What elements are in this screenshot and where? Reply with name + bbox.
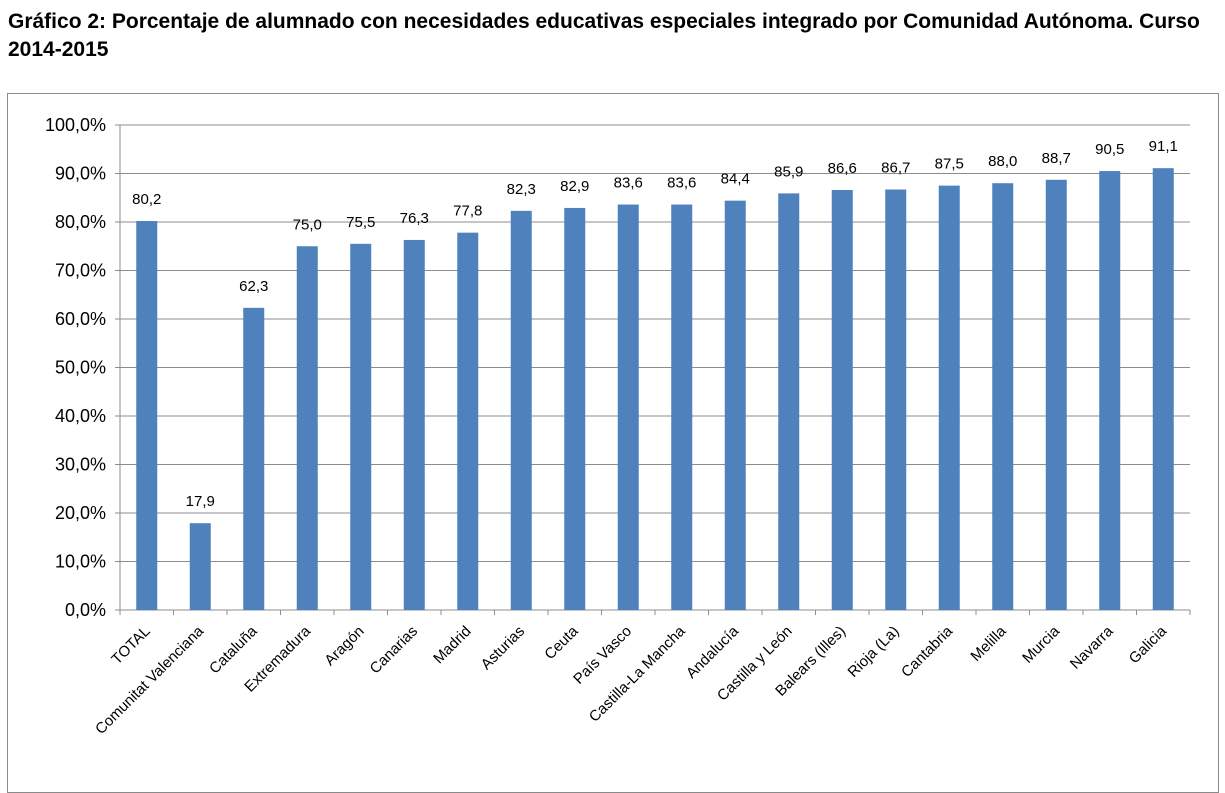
bar xyxy=(938,185,960,610)
x-category-label: Cataluña xyxy=(206,622,261,677)
bar xyxy=(1099,171,1121,610)
y-tick-label: 20,0% xyxy=(55,503,106,523)
x-category-label: Murcia xyxy=(1019,622,1063,666)
bar xyxy=(564,207,586,610)
x-category-label: Rioja (La) xyxy=(845,623,903,681)
bar xyxy=(885,189,907,610)
x-category-label: Cantabria xyxy=(898,622,956,680)
data-label: 17,9 xyxy=(186,493,215,510)
x-category-label: Canarias xyxy=(367,623,421,677)
x-category-label: Castilla-La Mancha xyxy=(586,622,689,725)
y-tick-label: 90,0% xyxy=(55,164,106,184)
y-tick-label: 0,0% xyxy=(65,600,106,620)
data-label: 83,6 xyxy=(614,175,643,192)
y-tick-label: 100,0% xyxy=(45,115,106,135)
chart-frame xyxy=(7,93,1219,793)
x-category-label: Melilla xyxy=(967,622,1010,665)
data-label: 91,1 xyxy=(1149,138,1178,155)
bar xyxy=(350,243,372,610)
data-label: 76,3 xyxy=(400,210,429,227)
data-label: 86,7 xyxy=(881,160,910,177)
y-tick-label: 40,0% xyxy=(55,406,106,426)
y-tick-label: 30,0% xyxy=(55,455,106,475)
x-category-label: Navarra xyxy=(1067,622,1117,672)
data-label: 82,3 xyxy=(507,181,536,198)
x-category-label: TOTAL xyxy=(108,623,153,668)
bar xyxy=(136,221,158,610)
chart-title: Gráfico 2: Porcentaje de alumnado con ne… xyxy=(8,10,1200,61)
data-label: 77,8 xyxy=(453,203,482,220)
data-label: 82,9 xyxy=(560,178,589,195)
bar xyxy=(992,183,1014,610)
bar xyxy=(778,193,800,610)
y-tick-label: 80,0% xyxy=(55,212,106,232)
data-label: 83,6 xyxy=(667,175,696,192)
data-label: 80,2 xyxy=(132,191,161,208)
data-label: 88,7 xyxy=(1042,150,1071,167)
bar xyxy=(189,523,211,610)
y-tick-label: 70,0% xyxy=(55,261,106,281)
data-labels: 80,2 17,9 62,3 75,0 75,5 76,3 77,8 82,3 82,9 83,6… xyxy=(132,138,1178,510)
data-label: 90,5 xyxy=(1095,141,1124,158)
bar xyxy=(831,189,853,611)
bar xyxy=(617,204,639,611)
bar xyxy=(671,204,693,611)
x-category-label: Ceuta xyxy=(541,622,582,663)
gridlines xyxy=(120,124,1190,562)
y-tick-label: 10,0% xyxy=(55,552,106,572)
x-category-label: Aragón xyxy=(321,623,367,669)
x-category-label: Galicia xyxy=(1126,622,1171,667)
y-tick-labels: 0,0% 10,0% 20,0% 30,0% 40,0% 50,0% 60,0% 70,0% 8… xyxy=(45,115,106,620)
x-category-label: Comunitat Valenciana xyxy=(92,622,207,737)
y-tick-label: 60,0% xyxy=(55,309,106,329)
bar xyxy=(510,210,532,610)
data-label: 75,5 xyxy=(346,214,375,231)
data-label: 88,0 xyxy=(988,153,1017,170)
bar xyxy=(1045,179,1067,610)
data-label: 62,3 xyxy=(239,278,268,295)
bar xyxy=(457,232,479,611)
bar xyxy=(296,246,318,610)
x-category-label: Madrid xyxy=(430,623,474,667)
data-label: 87,5 xyxy=(935,156,964,173)
data-label: 86,6 xyxy=(828,160,857,177)
data-label: 75,0 xyxy=(293,216,322,233)
bar xyxy=(724,200,746,610)
bar xyxy=(403,239,425,610)
x-category-label: Asturias xyxy=(478,623,528,673)
bars xyxy=(136,168,1174,611)
axes xyxy=(115,124,1191,615)
data-label: 85,9 xyxy=(774,163,803,180)
bar xyxy=(1152,168,1174,611)
y-tick-label: 50,0% xyxy=(55,358,106,378)
bar xyxy=(243,307,265,610)
data-label: 84,4 xyxy=(721,171,750,188)
